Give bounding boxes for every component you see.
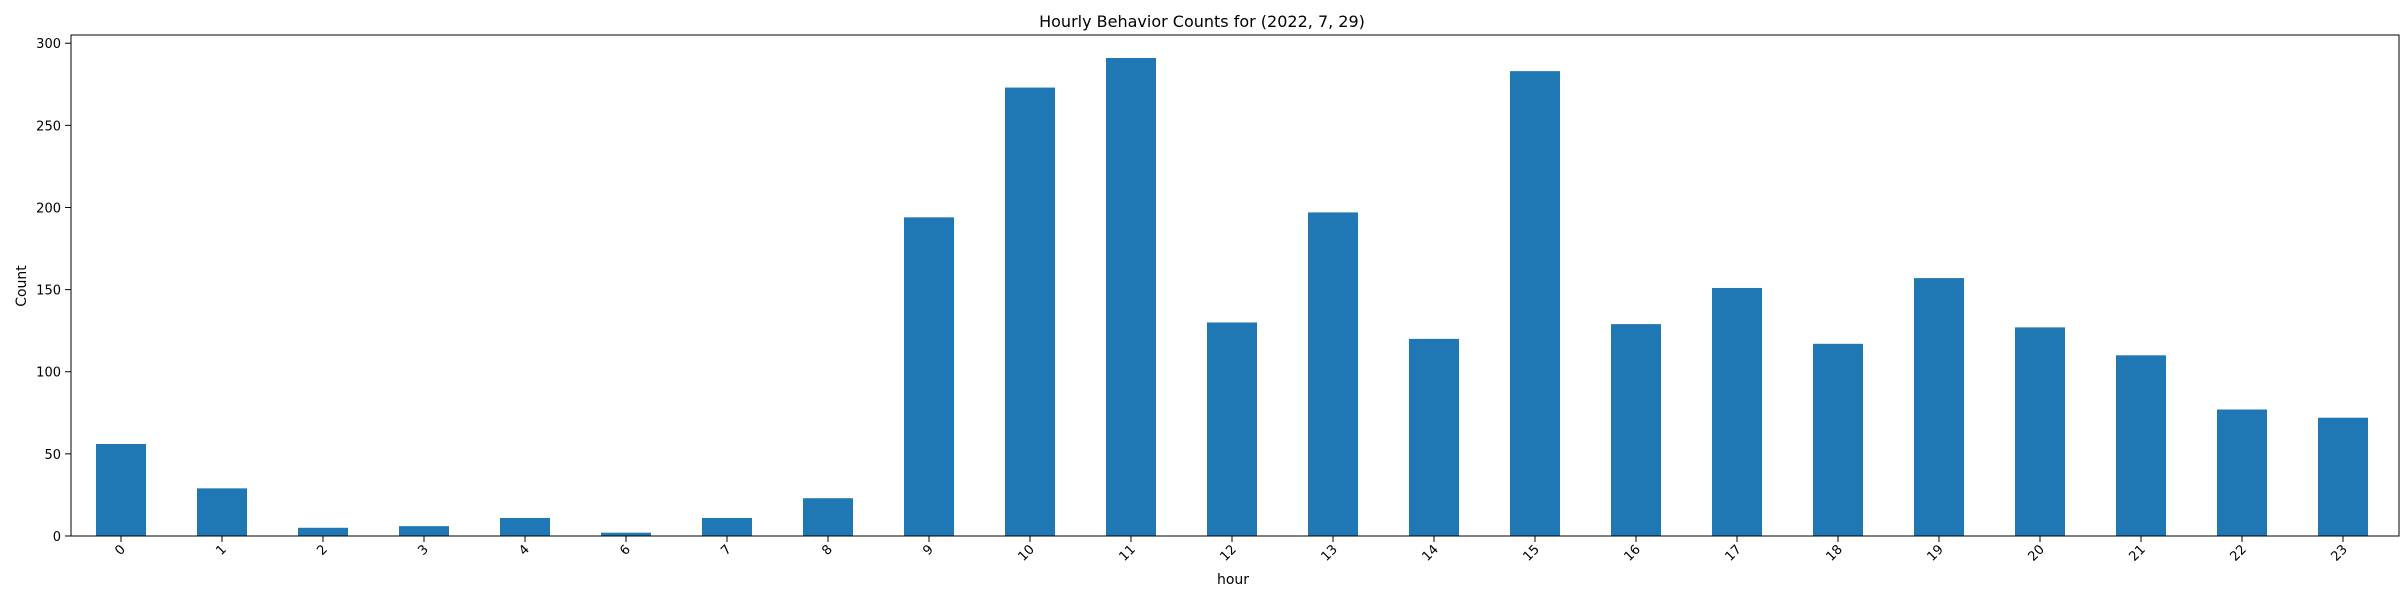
x-tick-label: 12: [1218, 542, 1240, 564]
x-tick-label: 6: [617, 542, 633, 558]
x-tick-label: 19: [1925, 542, 1947, 564]
plot-frame: [70, 34, 2400, 537]
x-tick-label: 23: [2329, 542, 2351, 564]
y-axis-label: Count: [14, 265, 30, 307]
x-tick-label: 9: [920, 542, 936, 558]
x-tick-label: 20: [2026, 542, 2048, 564]
y-axis: 0 50 100 150 200 250 300: [36, 37, 71, 545]
bar-hour-7: [702, 517, 752, 536]
x-tick-label: 8: [819, 542, 835, 558]
bar-hour-19: [1914, 278, 1964, 536]
bar-hour-0: [96, 444, 146, 536]
x-axis: 0 1 2 3 4 6 7 8 9 10 11 12 13 14 15 16 17 18 19 20 21 22 23: [112, 536, 2351, 565]
bars-group: [96, 57, 2368, 537]
x-tick-label: 4: [516, 542, 532, 558]
x-tick-label: 21: [2127, 542, 2149, 564]
bar-hour-11: [1106, 57, 1156, 536]
x-tick-label: 11: [1117, 542, 1139, 564]
x-tick-label: 10: [1016, 542, 1038, 564]
x-tick-label: 7: [718, 542, 734, 558]
bar-hour-13: [1308, 212, 1358, 537]
x-axis-label: hour: [1217, 572, 1249, 588]
bar-hour-15: [1510, 71, 1560, 537]
x-tick-label: 16: [1622, 542, 1644, 564]
y-tick-label: 150: [36, 284, 61, 299]
bar-hour-10: [1005, 87, 1055, 536]
x-tick-label: 3: [415, 542, 431, 558]
x-tick-label: 13: [1319, 542, 1341, 564]
x-tick-label: 17: [1723, 542, 1745, 564]
y-tick-label: 50: [44, 448, 61, 463]
y-tick-label: 300: [36, 37, 61, 52]
bar-hour-2: [298, 527, 348, 536]
bar-hour-14: [1409, 338, 1459, 536]
bar-hour-23: [2318, 417, 2368, 536]
bar-hour-6: [601, 532, 651, 536]
x-tick-label: 15: [1521, 542, 1543, 564]
y-tick-label: 200: [36, 201, 61, 216]
x-tick-label: 18: [1824, 542, 1846, 564]
x-tick-label: 14: [1420, 542, 1442, 564]
bar-hour-9: [904, 217, 954, 536]
bar-hour-22: [2217, 409, 2267, 536]
y-tick-label: 250: [36, 119, 61, 134]
bar-hour-4: [500, 517, 550, 536]
x-tick-label: 0: [112, 542, 128, 558]
bar-hour-20: [2015, 327, 2065, 536]
bar-hour-16: [1611, 324, 1661, 536]
y-tick-label: 0: [53, 530, 61, 545]
bar-hour-12: [1207, 322, 1257, 536]
x-tick-label: 1: [213, 542, 229, 558]
y-tick-label: 100: [36, 366, 61, 381]
bar-hour-17: [1712, 287, 1762, 536]
x-tick-label: 2: [314, 542, 330, 558]
bar-hour-21: [2116, 355, 2166, 536]
bar-hour-18: [1813, 343, 1863, 536]
bar-hour-8: [803, 498, 853, 536]
x-tick-label: 22: [2228, 542, 2250, 564]
bar-hour-1: [197, 488, 247, 536]
bar-hour-3: [399, 526, 449, 536]
chart-title: Hourly Behavior Counts for (2022, 7, 29): [1039, 12, 1365, 31]
